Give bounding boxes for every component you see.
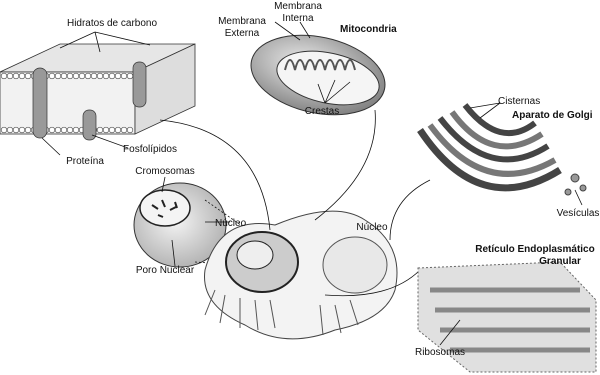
label: Mitocondria (340, 24, 397, 35)
lipid-head (102, 72, 110, 80)
label: Interna (282, 13, 314, 24)
label: Proteína (66, 156, 104, 167)
lipid-head (108, 126, 116, 134)
lipid-head (102, 126, 110, 134)
lipid-head (18, 72, 26, 80)
lipid-head (96, 126, 104, 134)
lipid-head (12, 126, 20, 134)
lipid-head (66, 126, 74, 134)
lipid-head (0, 72, 8, 80)
mitochondria-illustration (250, 21, 386, 116)
lipid-head (114, 72, 122, 80)
lipid-head (72, 72, 80, 80)
label: Hidratos de carbono (67, 18, 157, 29)
nucleus-illustration (133, 176, 246, 268)
lipid-head (108, 72, 116, 80)
label: Granular (539, 256, 581, 267)
label: Crestas (305, 106, 339, 117)
lipid-head (72, 126, 80, 134)
label: Externa (225, 28, 260, 39)
lipid-head (60, 126, 68, 134)
lipid-head (84, 72, 92, 80)
label: Cromosomas (135, 166, 194, 177)
lipid-head (48, 126, 56, 134)
lipid-head (126, 126, 134, 134)
label: Poro Nuclear (136, 265, 195, 276)
er-illustration (417, 261, 597, 373)
lipid-head (96, 72, 104, 80)
lipid-head (24, 72, 32, 80)
lipid-head (90, 72, 98, 80)
golgi-illustration (417, 102, 587, 206)
lipid-head (114, 126, 122, 134)
lipid-head (120, 72, 128, 80)
label: Núcleo (215, 218, 247, 229)
lipid-head (12, 72, 20, 80)
lipid-head (54, 126, 62, 134)
label: Núcleo (356, 222, 388, 233)
membrane-illustration (0, 31, 196, 156)
lipid-head (66, 72, 74, 80)
cell-illustration (159, 109, 431, 340)
label: Retículo Endoplasmático (475, 244, 594, 255)
lipid-head (60, 72, 68, 80)
label: Fosfolípidos (123, 144, 177, 155)
lipid-head (54, 72, 62, 80)
lipid-head (18, 126, 26, 134)
lipid-head (0, 126, 8, 134)
lipid-head (48, 72, 56, 80)
label: Cisternas (498, 96, 540, 107)
label: Ribosomas (415, 347, 465, 358)
lipid-head (120, 126, 128, 134)
label: Membrana (274, 1, 322, 12)
lipid-head (126, 72, 134, 80)
label: Membrana (218, 16, 266, 27)
label: Vesículas (557, 208, 600, 219)
lipid-head (24, 126, 32, 134)
lipid-head (78, 72, 86, 80)
label: Aparato de Golgi (512, 110, 593, 121)
lipid-head (6, 72, 14, 80)
lipid-head (6, 126, 14, 134)
